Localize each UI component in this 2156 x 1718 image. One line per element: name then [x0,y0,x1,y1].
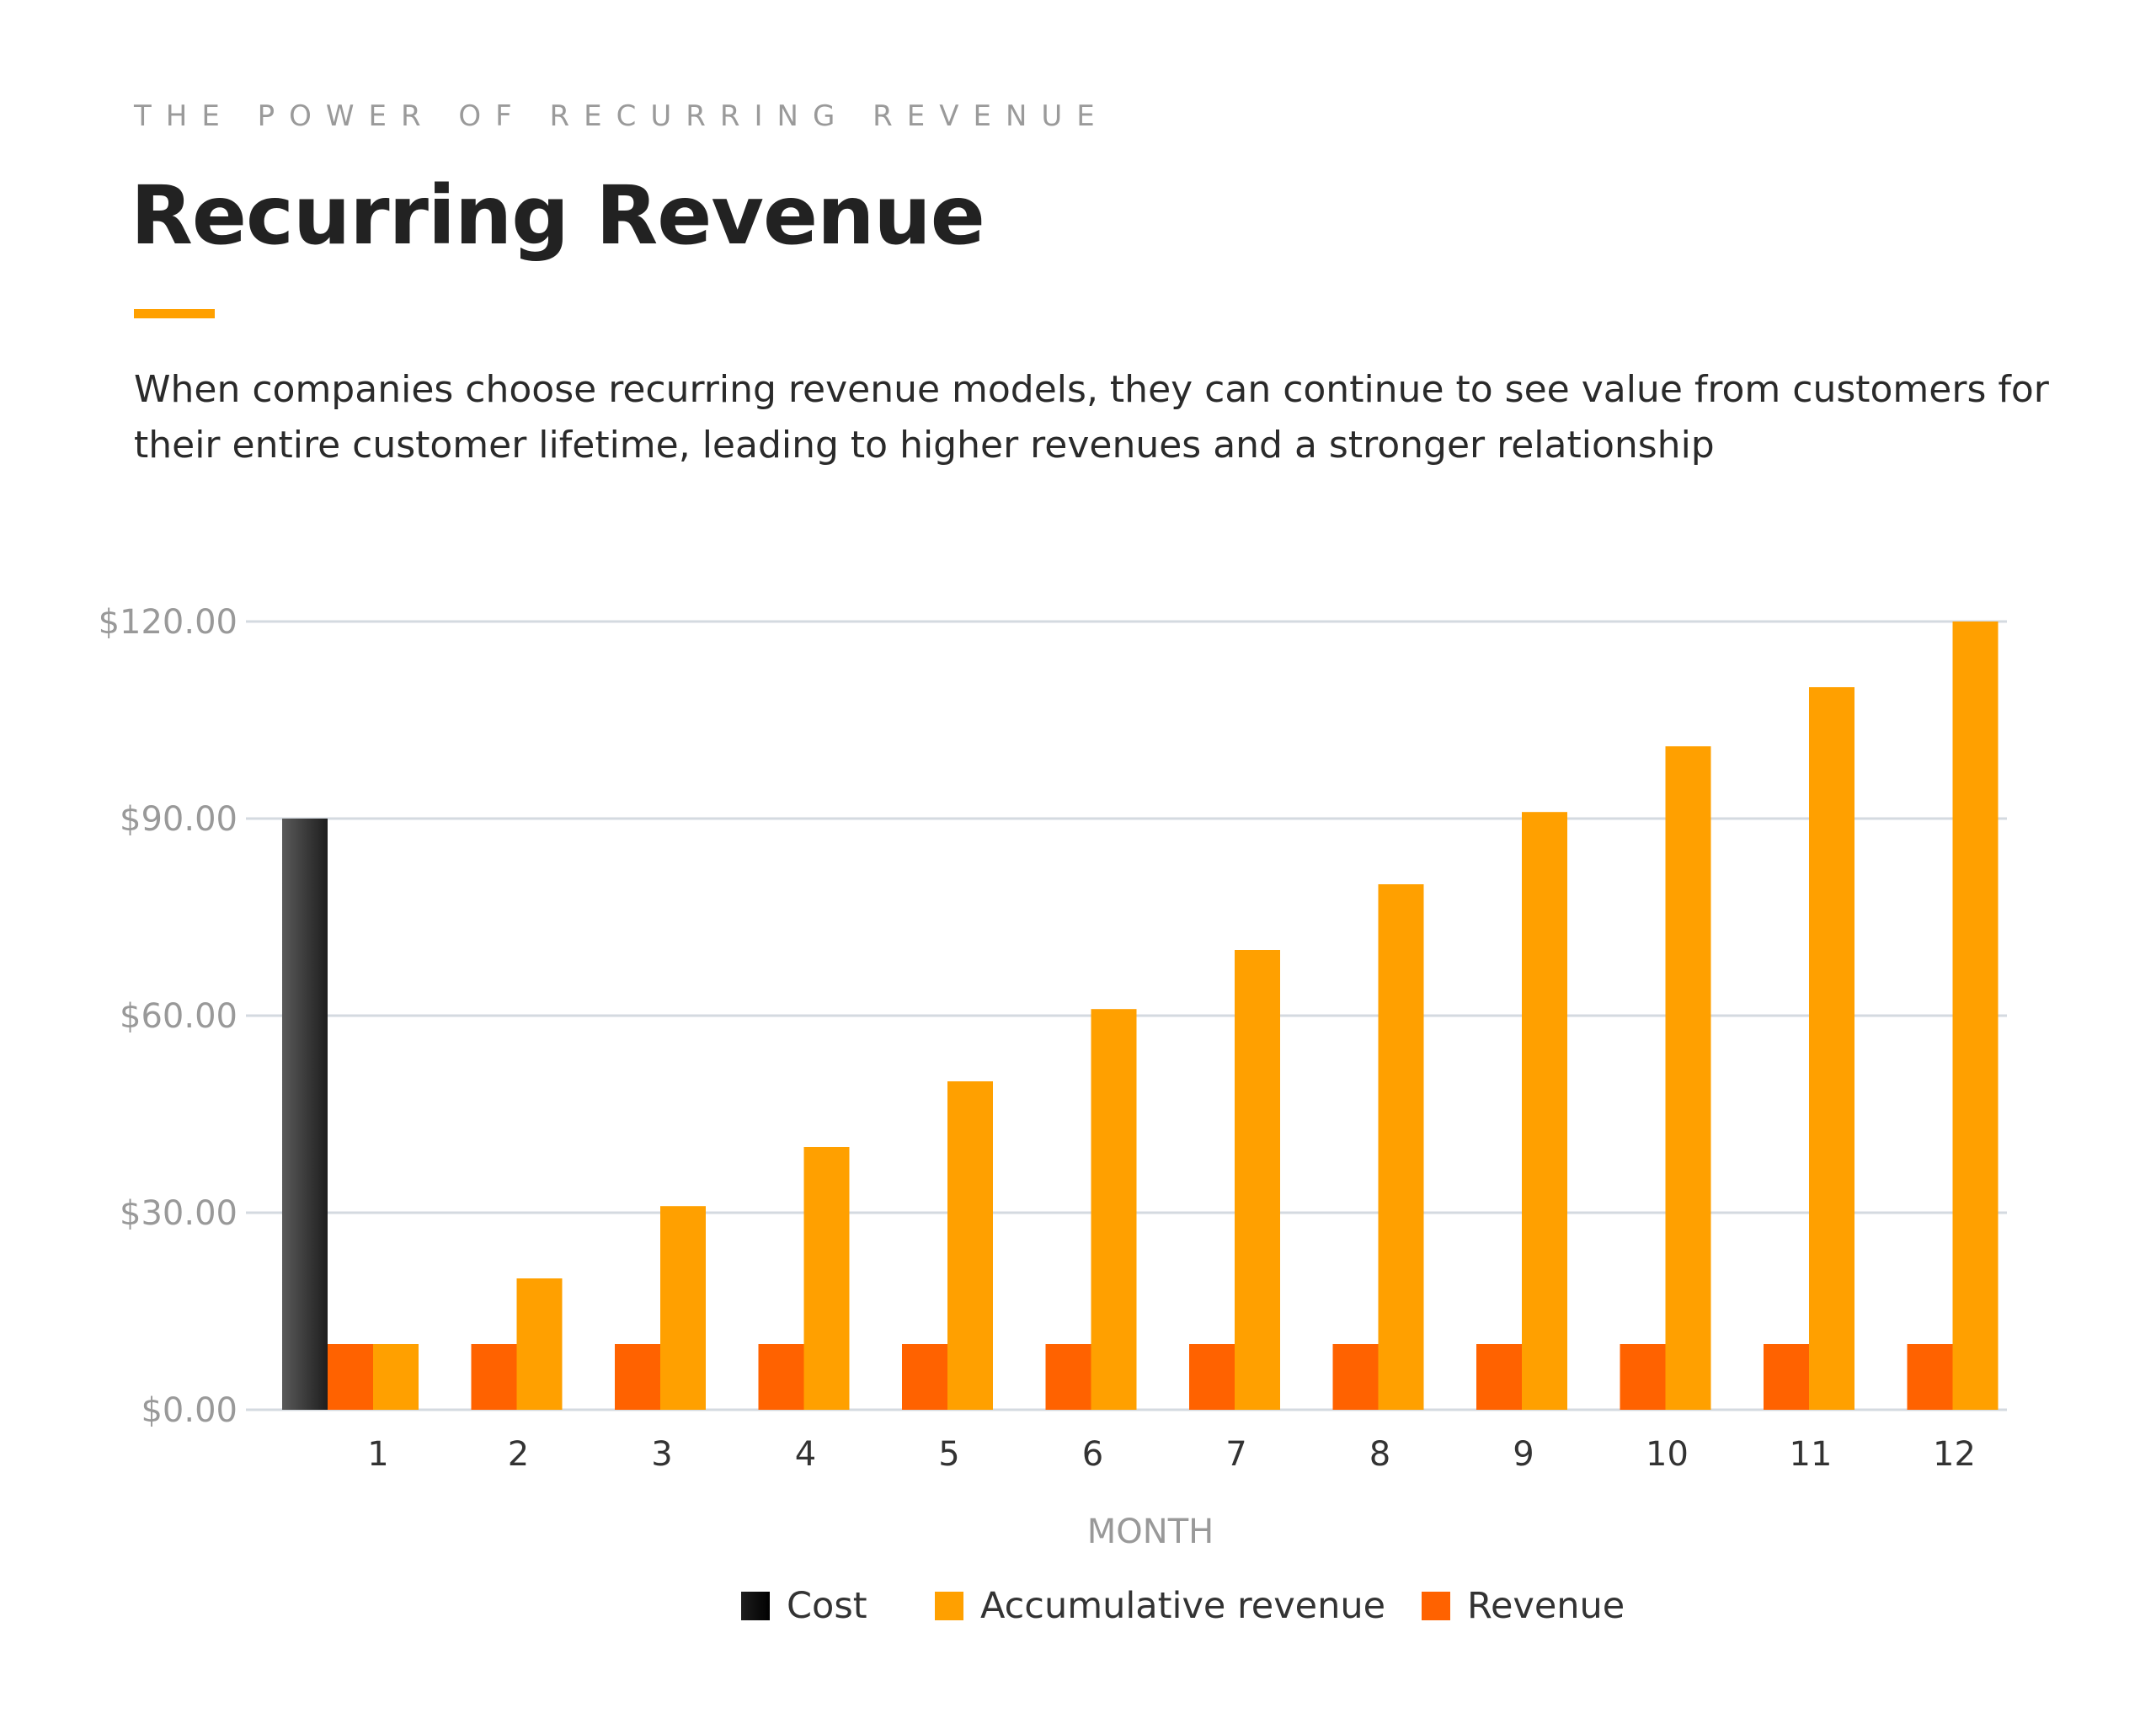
bar-accumulative-revenue [1952,622,1999,1410]
x-axis-labels: 1 2 3 4 5 6 7 8 9 10 11 12 [367,1435,1976,1474]
bar-accumulative-revenue [1809,687,1854,1410]
legend-item-cost: Cost [741,1585,867,1627]
bar-revenue [758,1344,804,1410]
bar-accumulative-revenue [947,1081,993,1410]
y-axis-labels: $0.00 $30.00 $60.00 $90.00 $120.00 [99,603,237,1430]
bar-revenue [1764,1344,1809,1410]
x-tick-label: 6 [1082,1435,1103,1474]
title-accent-bar [134,309,215,318]
bar-revenue [1907,1344,1953,1410]
bar-revenue [1476,1344,1522,1410]
x-tick-label: 2 [508,1435,529,1474]
bar-revenue [902,1344,947,1410]
x-axis-title: MONTH [1087,1513,1214,1551]
legend-swatch-revenue [1422,1592,1450,1620]
y-tick-label: $0.00 [141,1391,237,1430]
legend-swatch-accumulative [935,1592,963,1620]
chart-legend: Cost Accumulative revenue Revenue [0,1585,2156,1635]
bar-cost [282,819,328,1410]
bar-accumulative-revenue [1522,812,1567,1410]
bar-accumulative-revenue [1235,950,1280,1410]
bar-revenue [1189,1344,1235,1410]
bar-revenue [1332,1344,1379,1410]
bar-revenue [328,1344,373,1410]
y-tick-label: $60.00 [120,997,237,1036]
x-tick-label: 7 [1225,1435,1246,1474]
legend-swatch-cost [741,1592,770,1620]
legend-label-accumulative: Accumulative revenue [980,1585,1386,1627]
bar-accumulative-revenue [1091,1009,1137,1410]
bar-accumulative-revenue [373,1344,419,1410]
y-tick-label: $120.00 [99,603,237,642]
bar-revenue [615,1344,660,1410]
legend-label-cost: Cost [787,1585,867,1627]
bar-revenue [1620,1344,1666,1410]
bar-accumulative-revenue [803,1147,850,1410]
x-tick-label: 10 [1646,1435,1689,1474]
legend-item-accumulative: Accumulative revenue [935,1585,1385,1627]
legend-item-revenue: Revenue [1422,1585,1625,1627]
x-tick-label: 8 [1369,1435,1390,1474]
x-tick-label: 12 [1933,1435,1976,1474]
x-tick-label: 9 [1513,1435,1534,1474]
x-tick-label: 3 [651,1435,672,1474]
eyebrow-label: THE POWER OF RECURRING REVENUE [134,99,1109,133]
x-tick-label: 11 [1790,1435,1833,1474]
page-title: Recurring Revenue [131,168,985,263]
legend-label-revenue: Revenue [1467,1585,1625,1627]
y-tick-label: $90.00 [120,800,237,839]
x-tick-label: 5 [938,1435,959,1474]
y-tick-label: $30.00 [120,1194,237,1233]
x-tick-label: 4 [795,1435,816,1474]
bar-revenue [471,1344,517,1410]
bar-revenue [1045,1344,1091,1410]
description-text: When companies choose recurring revenue … [134,368,2049,467]
bar-accumulative-revenue [660,1206,706,1410]
x-tick-label: 1 [367,1435,388,1474]
bars [282,622,1999,1410]
bar-accumulative-revenue [1378,884,1424,1410]
bar-accumulative-revenue [516,1278,563,1410]
bar-accumulative-revenue [1665,746,1711,1410]
